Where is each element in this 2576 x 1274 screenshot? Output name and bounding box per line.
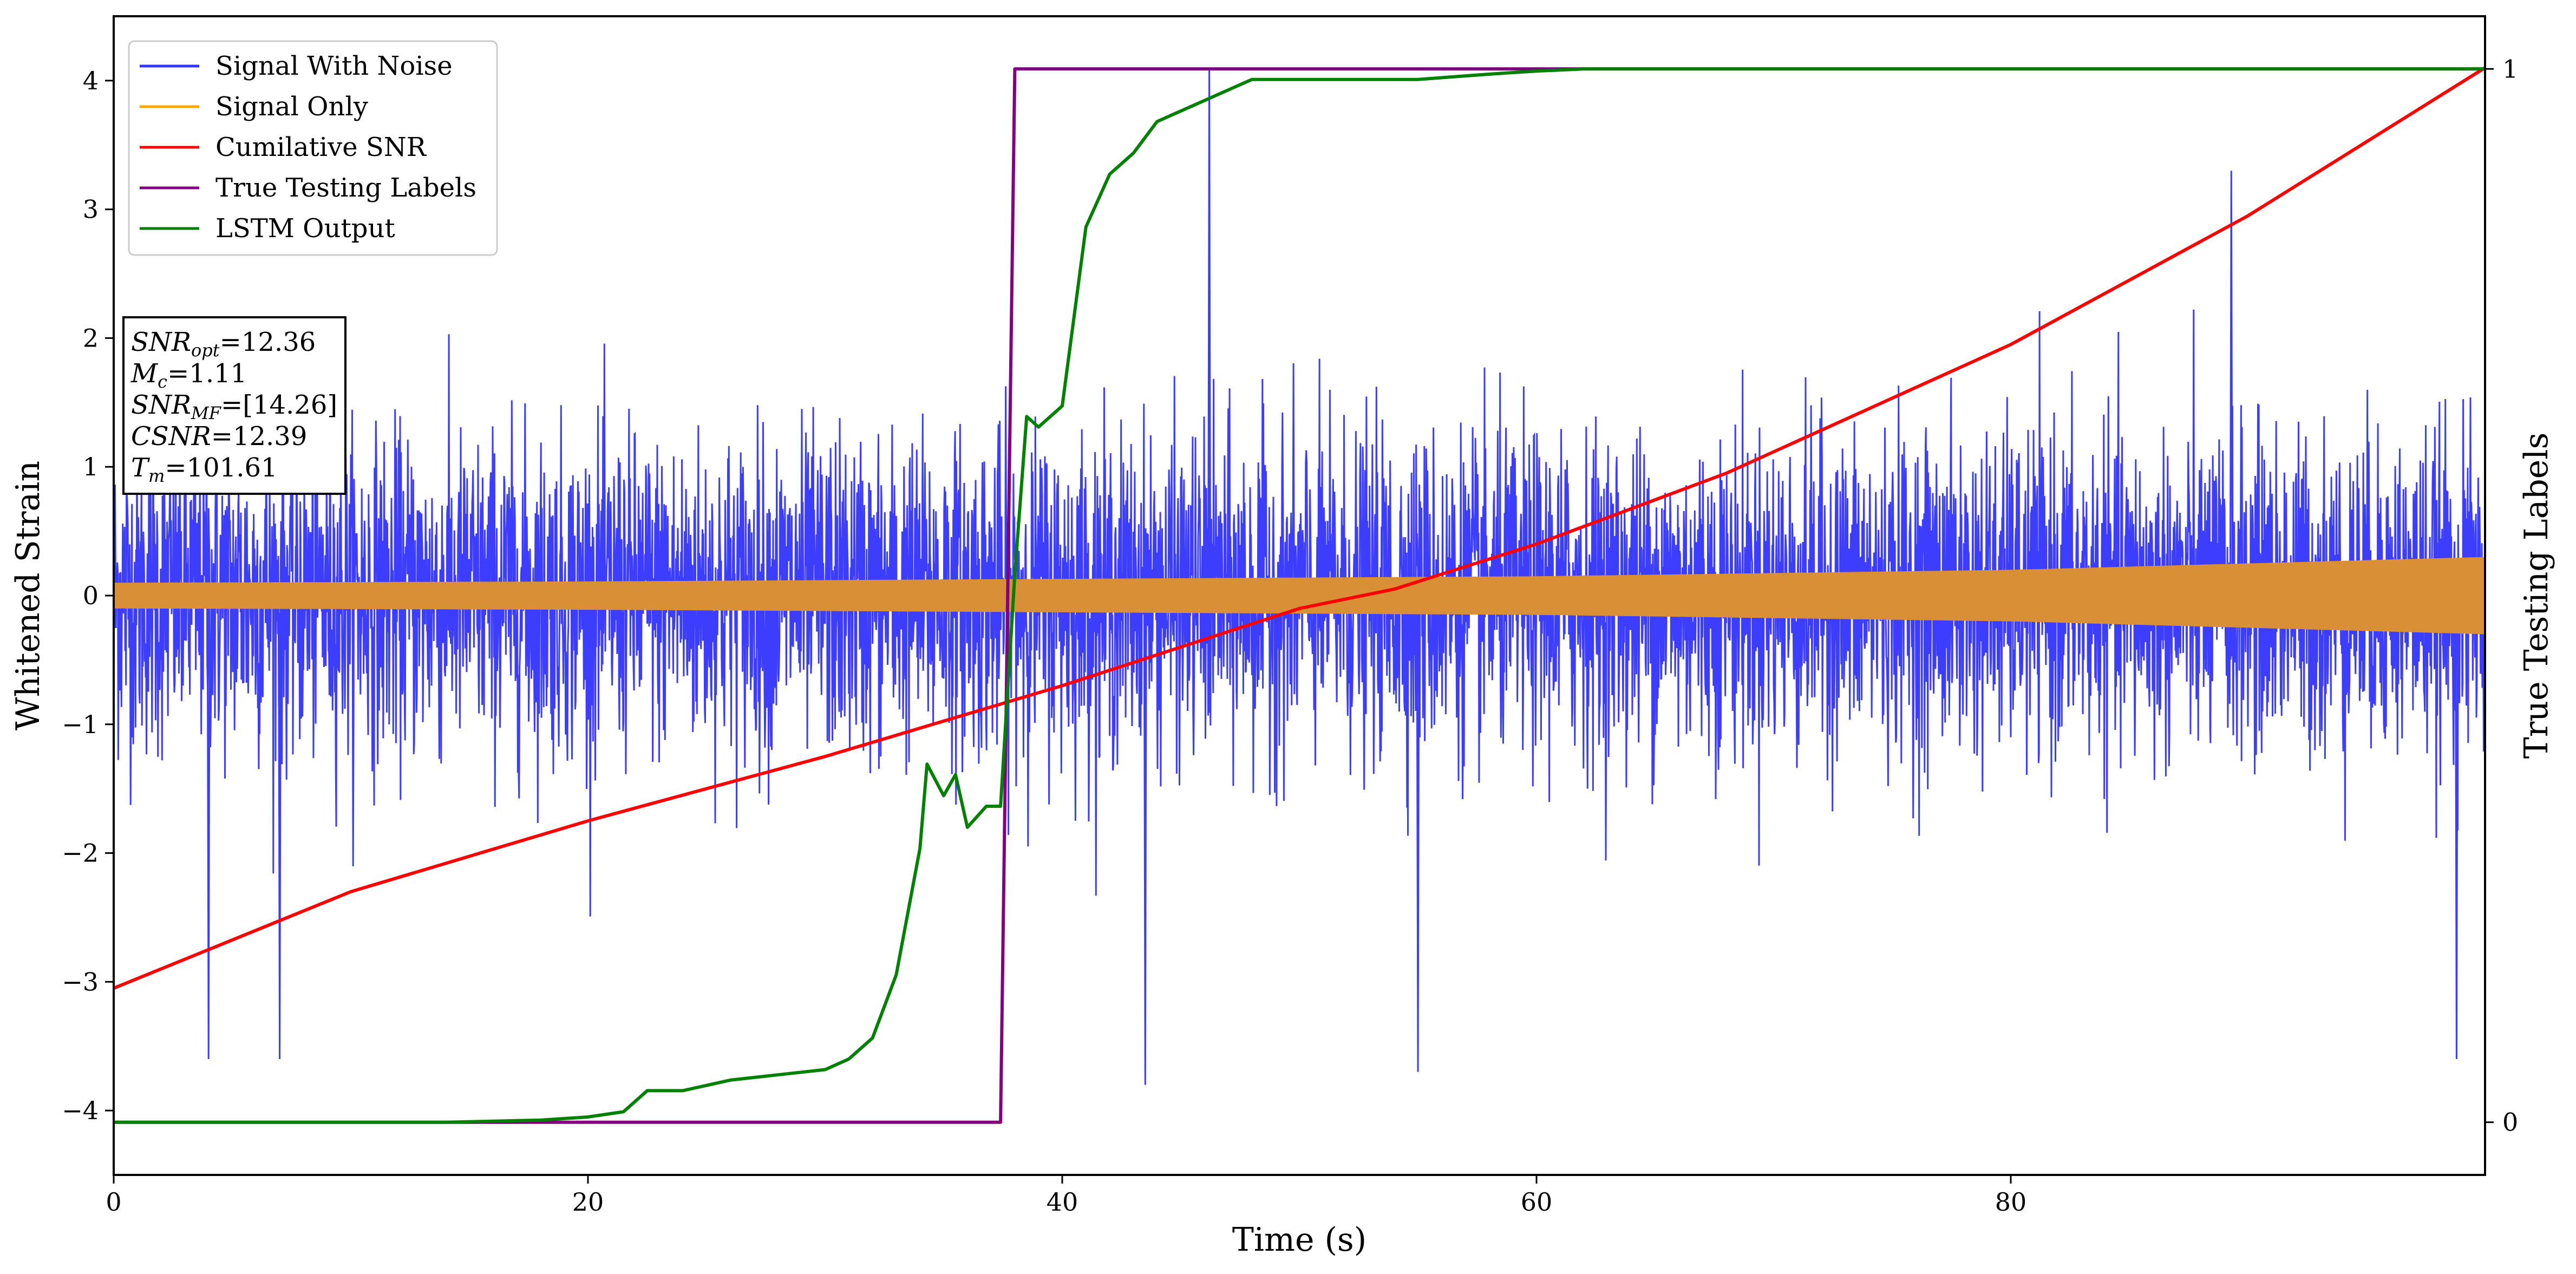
annotation-mc: Mc=1.11 xyxy=(130,358,247,392)
legend-entry-cumilative-snr: Cumilative SNR xyxy=(215,132,427,162)
annotation-box: SNRopt=12.36 Mc=1.11 SNRMF=[14.26] CSNR=… xyxy=(122,316,346,495)
annotation-snr-opt: SNRopt=12.36 xyxy=(131,327,316,361)
y-tick-label: 0 xyxy=(83,581,99,610)
annotation-tm: Tm=101.61 xyxy=(131,453,278,486)
y-tick-label: −1 xyxy=(62,710,99,739)
annotation-frame xyxy=(122,316,346,495)
x-tick-label: 0 xyxy=(106,1187,121,1217)
x-axis-label: Time (s) xyxy=(1232,1221,1367,1259)
x-tick-label: 80 xyxy=(1995,1187,2027,1217)
x-tick-label: 20 xyxy=(572,1187,604,1217)
series-signal-only xyxy=(114,557,2485,635)
y-tick-label: −3 xyxy=(62,967,99,996)
annotation-snr-mf: SNRMF=[14.26] xyxy=(131,390,337,423)
y-tick-label: 1 xyxy=(83,452,99,481)
legend-entry-signal-only: Signal Only xyxy=(215,92,368,122)
y-tick-label: 4 xyxy=(83,66,99,95)
legend: Signal With Noise Signal Only Cumilative… xyxy=(128,40,498,256)
y-tick-label: 3 xyxy=(83,195,99,224)
legend-entry-signal-with-noise: Signal With Noise xyxy=(215,51,453,81)
legend-box xyxy=(128,40,498,256)
plot-area xyxy=(113,66,2486,1124)
legend-entry-true-testing-labels: True Testing Labels xyxy=(215,173,476,203)
x-tick-label: 40 xyxy=(1047,1187,1078,1217)
series-cumilative-snr xyxy=(113,66,2486,990)
x-tick-label: 60 xyxy=(1521,1187,1553,1217)
y2-axis-label: True Testing Labels xyxy=(2518,433,2555,759)
y-tick-label: −2 xyxy=(62,839,99,868)
y2-tick-label: 1 xyxy=(2502,54,2518,83)
legend-entry-lstm-output: LSTM Output xyxy=(215,213,395,244)
y2-tick-label: 0 xyxy=(2502,1108,2518,1137)
y-axis-label: Whitened Strain xyxy=(9,461,47,730)
y-tick-label: 2 xyxy=(83,323,99,352)
series-lstm-output xyxy=(114,67,2485,1124)
annotation-csnr: CSNR=12.39 xyxy=(131,421,307,452)
y-tick-label: −4 xyxy=(62,1096,99,1125)
